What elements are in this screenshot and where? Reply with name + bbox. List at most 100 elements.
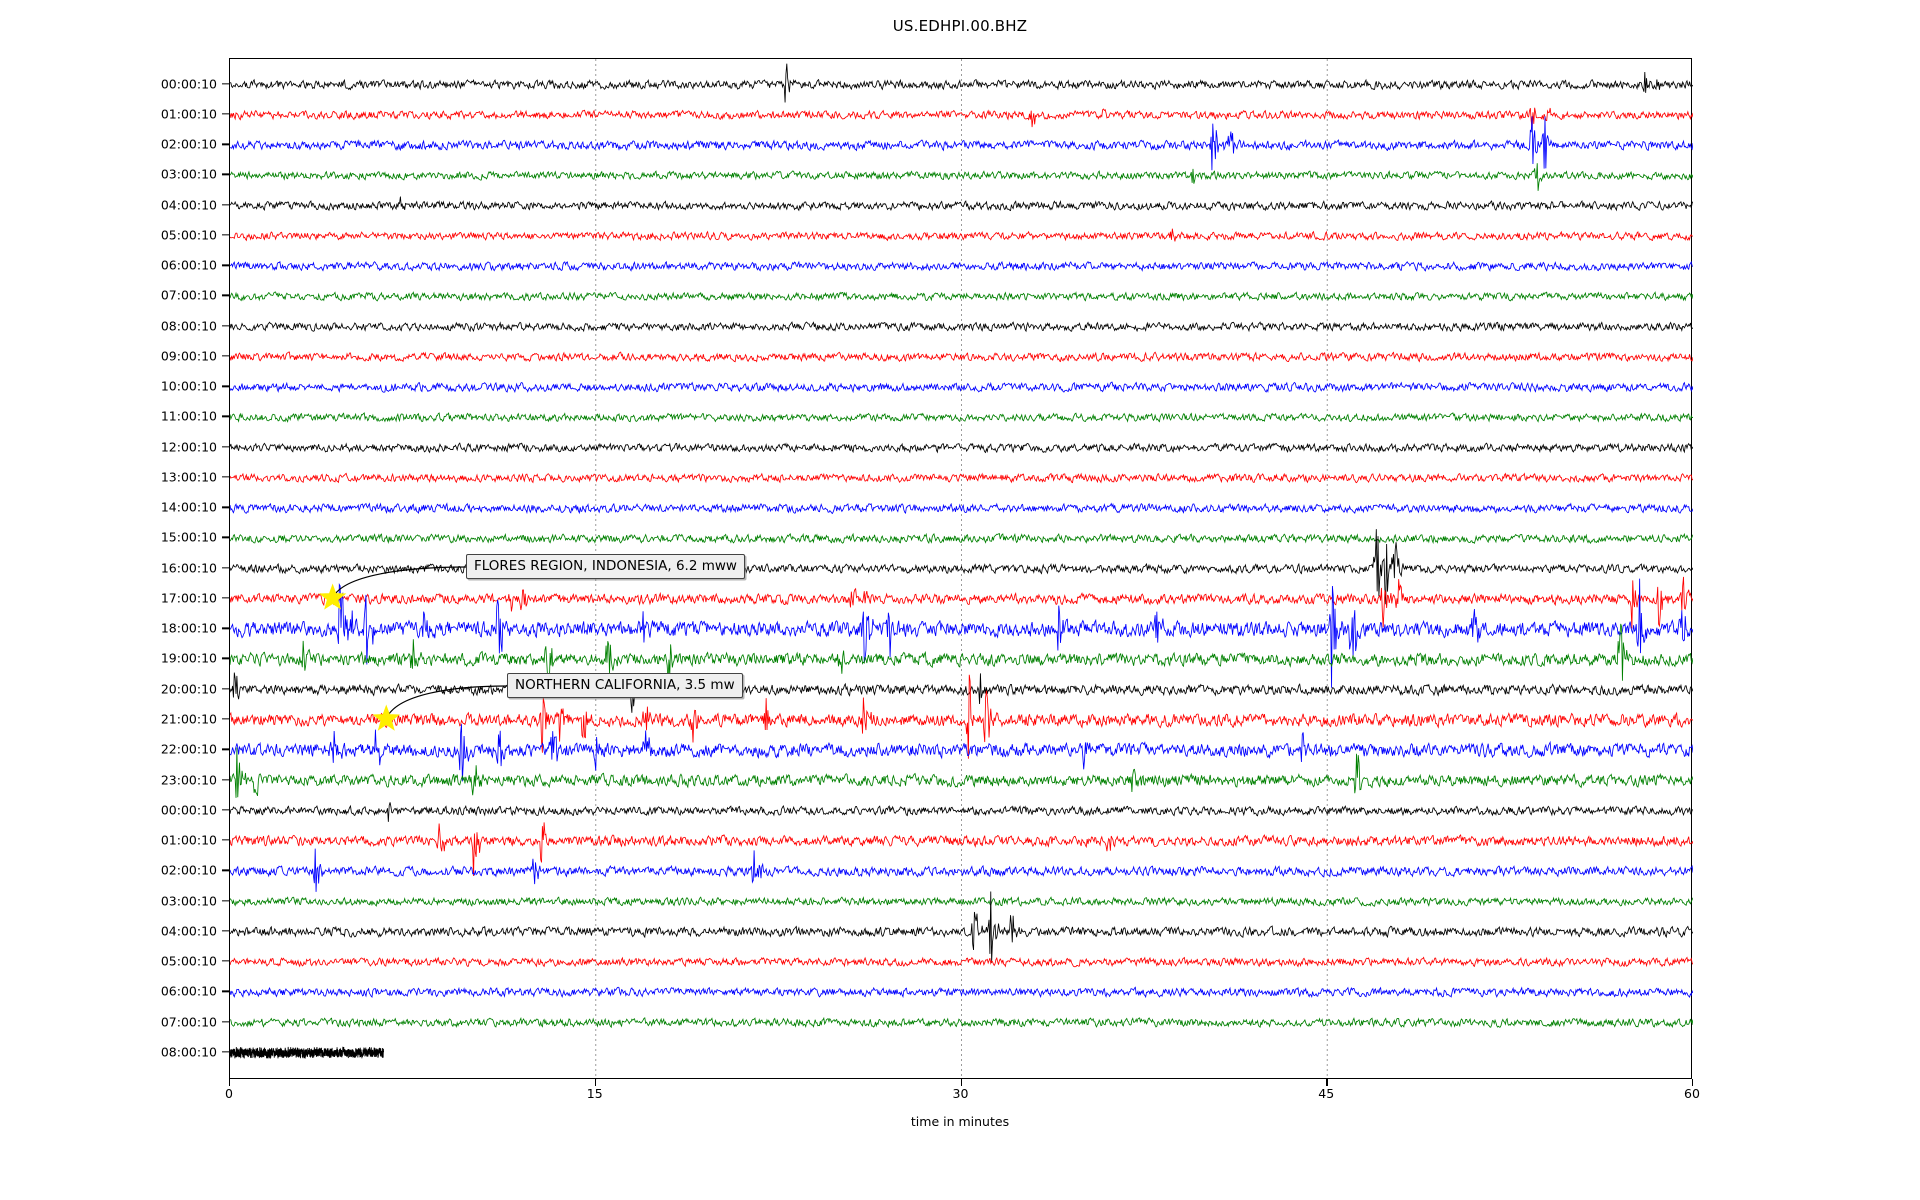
y-axis-tick-mark <box>222 143 230 145</box>
waveform-trace[interactable] <box>230 381 1693 394</box>
waveform-trace[interactable] <box>230 747 1693 798</box>
y-axis-tick-label: 12:00:10 <box>160 439 217 455</box>
x-axis-tick-label: 15 <box>586 1086 603 1101</box>
x-axis-tick-mark <box>1326 1079 1328 1086</box>
y-axis-tick-label: 10:00:10 <box>160 378 217 394</box>
y-axis-tick-label: 03:00:10 <box>160 893 217 908</box>
x-axis-label: time in minutes <box>910 1114 1010 1129</box>
x-axis-tick-label: 0 <box>225 1086 233 1101</box>
waveform-trace[interactable] <box>230 472 1693 484</box>
y-axis-tick-label: 07:00:10 <box>160 1014 217 1030</box>
x-axis-tick-mark <box>229 1079 231 1086</box>
waveform-trace[interactable] <box>230 442 1693 454</box>
y-axis-tick-label: 02:00:10 <box>160 136 217 152</box>
waveform-trace[interactable] <box>230 986 1693 999</box>
waveform-canvas <box>230 59 1693 1080</box>
waveform-trace[interactable] <box>230 502 1693 515</box>
waveform-trace[interactable] <box>230 291 1693 302</box>
y-axis-tick-label: 11:00:10 <box>160 408 217 424</box>
y-axis-tick-label: 20:00:10 <box>160 681 217 697</box>
waveform-trace[interactable] <box>230 674 1693 759</box>
waveform-trace[interactable] <box>230 228 1693 242</box>
y-axis-tick-label: 06:00:10 <box>160 257 217 273</box>
y-axis-tick-label: 23:00:10 <box>160 772 217 787</box>
waveform-trace[interactable] <box>230 891 1693 963</box>
waveform-trace[interactable] <box>230 822 1693 877</box>
waveform-trace[interactable] <box>230 163 1693 191</box>
y-axis-tick-label: 00:00:10 <box>160 76 217 92</box>
y-axis-tick-label: 19:00:10 <box>160 650 217 666</box>
y-axis-tick-mark <box>222 204 230 206</box>
y-axis-tick-mark <box>222 960 230 962</box>
y-axis-tick-mark <box>222 355 230 357</box>
y-axis-tick-mark <box>222 83 230 85</box>
x-axis-tick-label: 30 <box>952 1086 969 1101</box>
y-axis-tick-mark <box>222 869 230 871</box>
y-axis-tick-label: 21:00:10 <box>160 711 217 727</box>
plot-area[interactable] <box>229 58 1693 1080</box>
y-axis-tick-mark <box>222 627 230 629</box>
y-axis-tick-label: 05:00:10 <box>160 227 217 243</box>
x-axis-tick-mark <box>1692 1079 1694 1086</box>
y-axis-tick-label: 17:00:10 <box>160 590 217 606</box>
annotation-label[interactable]: NORTHERN CALIFORNIA, 3.5 mw <box>507 673 743 698</box>
y-axis-tick-label: 02:00:10 <box>160 862 217 878</box>
y-axis-tick-mark <box>222 446 230 448</box>
y-axis-tick-label: 00:00:10 <box>160 802 217 818</box>
y-axis-tick-mark <box>222 899 230 902</box>
waveform-trace[interactable] <box>230 956 1693 968</box>
waveform-trace[interactable] <box>230 351 1693 363</box>
waveform-trace[interactable] <box>230 116 1693 171</box>
x-axis-tick-mark <box>594 1079 597 1086</box>
waveform-trace[interactable] <box>230 196 1693 212</box>
y-axis-tick-mark <box>222 718 230 720</box>
y-axis-tick-mark <box>222 930 230 932</box>
y-axis-tick-mark <box>222 294 230 297</box>
waveform-trace[interactable] <box>230 1016 1693 1029</box>
y-axis-tick-mark <box>222 113 230 115</box>
y-axis-tick-mark <box>222 597 230 599</box>
y-axis-tick-mark <box>222 688 230 690</box>
x-axis-tick-label: 60 <box>1684 1086 1700 1101</box>
y-axis-tick-mark <box>222 748 230 750</box>
waveform-trace[interactable] <box>230 623 1693 685</box>
y-axis-tick-mark <box>222 990 230 992</box>
y-axis-tick-mark <box>222 415 230 418</box>
y-axis-tick-label: 04:00:10 <box>160 197 217 213</box>
y-axis-tick-label: 18:00:10 <box>160 620 217 636</box>
waveform-trace[interactable] <box>230 578 1693 688</box>
waveform-trace[interactable] <box>230 848 1693 892</box>
y-axis-tick-mark <box>222 264 230 266</box>
y-axis-tick-label: 14:00:10 <box>160 499 217 515</box>
annotation-label[interactable]: FLORES REGION, INDONESIA, 6.2 mww <box>466 554 745 579</box>
y-axis-tick-label: 03:00:10 <box>160 166 217 182</box>
waveform-trace[interactable] <box>230 724 1693 782</box>
waveform-trace[interactable] <box>230 63 1693 103</box>
x-axis-tick-label: 45 <box>1318 1086 1335 1101</box>
y-axis-tick-mark <box>222 476 230 478</box>
y-axis-tick-mark <box>222 839 230 841</box>
waveform-trace[interactable] <box>230 576 1693 629</box>
y-axis-tick-label: 08:00:10 <box>160 318 217 334</box>
waveform-trace[interactable] <box>230 107 1693 130</box>
y-axis-tick-mark <box>222 536 230 539</box>
y-axis-tick-label: 22:00:10 <box>160 741 217 757</box>
y-axis-tick-label: 05:00:10 <box>160 953 217 969</box>
waveform-trace[interactable] <box>230 1046 385 1059</box>
waveform-trace[interactable] <box>230 321 1693 333</box>
y-axis-tick-mark <box>222 385 230 387</box>
waveform-trace[interactable] <box>230 260 1693 272</box>
waveform-trace[interactable] <box>230 412 1693 423</box>
waveform-trace[interactable] <box>230 802 1693 822</box>
y-axis-tick-label: 09:00:10 <box>160 348 217 364</box>
waveform-trace[interactable] <box>230 896 1693 907</box>
waveform-trace[interactable] <box>230 532 1693 545</box>
waveform-trace[interactable] <box>230 672 1693 713</box>
y-axis-tick-label: 15:00:10 <box>160 529 217 545</box>
y-axis-tick-mark <box>222 567 230 569</box>
y-axis-tick-mark <box>222 173 230 176</box>
y-axis-tick-mark <box>222 809 230 811</box>
y-axis-tick-label: 04:00:10 <box>160 923 217 939</box>
y-axis-tick-label: 13:00:10 <box>160 469 217 485</box>
